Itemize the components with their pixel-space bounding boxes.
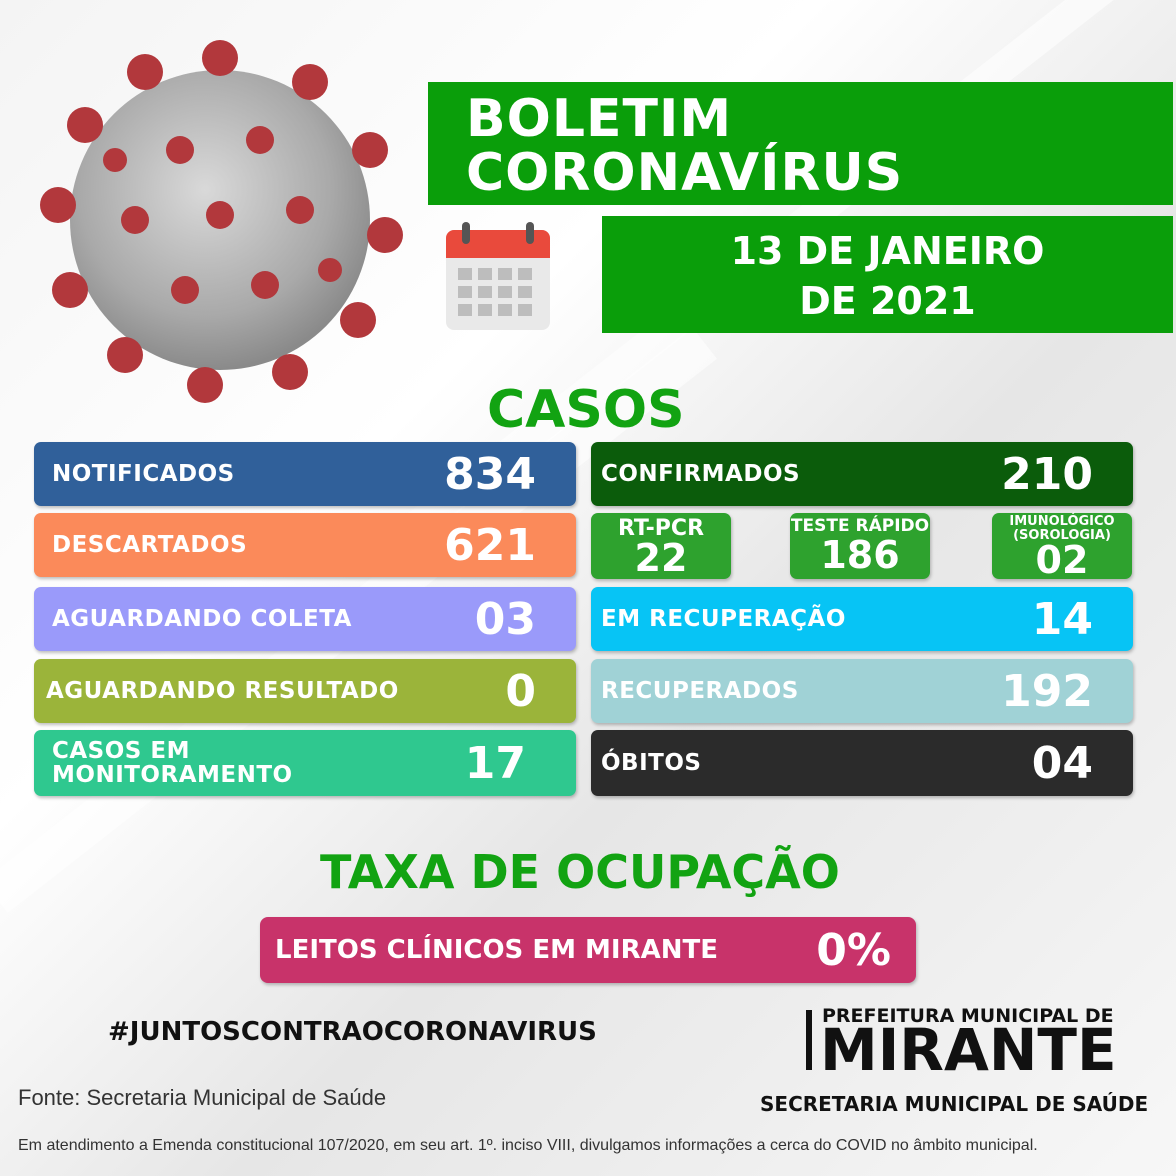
card-label: RECUPERADOS (601, 678, 799, 704)
hashtag: #JUNTOSCONTRAOCORONAVIRUS (108, 1017, 597, 1047)
card-label: NOTIFICADOS (52, 461, 235, 487)
sub-label: RT-PCR (617, 516, 705, 541)
card-aguardando-coleta: AGUARDANDO COLETA 03 (34, 587, 576, 651)
card-value: 621 (444, 519, 536, 571)
calendar-icon (446, 222, 550, 330)
card-label: AGUARDANDO RESULTADO (46, 678, 399, 704)
card-value: 14 (1031, 593, 1093, 645)
virus-icon (40, 40, 403, 403)
sub-imunologico: IMUNOLÓGICO (SOROLOGIA) 02 (992, 513, 1132, 579)
card-label: AGUARDANDO COLETA (52, 606, 352, 632)
card-aguardando-resultado: AGUARDANDO RESULTADO 0 (34, 659, 576, 723)
card-value: 834 (444, 448, 536, 500)
card-label: CASOS EM MONITORAMENTO (34, 739, 293, 787)
card-label: ÓBITOS (601, 750, 702, 776)
card-notificados: NOTIFICADOS 834 (34, 442, 576, 506)
sub-teste-rapido: TESTE RÁPIDO 186 (790, 513, 930, 579)
prefeitura-label: PREFEITURA MUNICIPAL DE (822, 1005, 1114, 1027)
logo-bar (806, 1010, 812, 1070)
card-label: LEITOS CLÍNICOS EM MIRANTE (275, 935, 718, 965)
footer-disclaimer: Em atendimento a Emenda constitucional 1… (18, 1137, 1038, 1154)
card-value: 17 (464, 737, 526, 789)
prefeitura-name: MIRANTE (820, 1016, 1117, 1084)
card-monitoramento: CASOS EM MONITORAMENTO 17 (34, 730, 576, 796)
sub-value: 22 (634, 536, 688, 580)
card-confirmados: CONFIRMADOS 210 (591, 442, 1133, 506)
card-value: 04 (1031, 737, 1093, 789)
card-value: 0% (816, 924, 891, 976)
title-line-1: BOLETIM (466, 89, 733, 149)
card-value: 0 (505, 665, 536, 717)
bulletin-date: 13 DE JANEIRO DE 2021 (602, 216, 1173, 333)
card-value: 03 (474, 593, 536, 645)
card-label-line-2: MONITORAMENTO (52, 762, 293, 788)
card-label-line-1: CASOS EM (52, 738, 190, 764)
source-text: Fonte: Secretaria Municipal de Saúde (18, 1085, 387, 1110)
secretaria-label: SECRETARIA MUNICIPAL DE SAÚDE (760, 1092, 1149, 1116)
sub-value: 02 (1035, 538, 1089, 582)
card-label: EM RECUPERAÇÃO (601, 606, 846, 632)
card-value: 192 (1001, 665, 1093, 717)
sub-rt-pcr: RT-PCR 22 (591, 513, 731, 579)
card-label: CONFIRMADOS (601, 461, 801, 487)
card-obitos: ÓBITOS 04 (591, 730, 1133, 796)
title-line-2: CORONAVÍRUS (466, 143, 904, 203)
cases-heading: CASOS (487, 380, 685, 440)
sub-label: TESTE RÁPIDO (790, 516, 930, 536)
card-em-recuperacao: EM RECUPERAÇÃO 14 (591, 587, 1133, 651)
sub-value: 186 (820, 533, 900, 577)
date-line-2: DE 2021 (799, 279, 976, 323)
sub-label-line-2: (SOROLOGIA) (1013, 528, 1111, 543)
card-descartados: DESCARTADOS 621 (34, 513, 576, 577)
occupancy-heading: TAXA DE OCUPAÇÃO (320, 845, 840, 899)
card-value: 210 (1001, 448, 1093, 500)
sub-label-line-1: IMUNOLÓGICO (1009, 514, 1115, 529)
card-recuperados: RECUPERADOS 192 (591, 659, 1133, 723)
card-label: DESCARTADOS (52, 532, 248, 558)
bulletin-title: BOLETIM CORONAVÍRUS (428, 82, 1173, 205)
date-line-1: 13 DE JANEIRO (730, 229, 1045, 273)
card-leitos: LEITOS CLÍNICOS EM MIRANTE 0% (260, 917, 916, 983)
